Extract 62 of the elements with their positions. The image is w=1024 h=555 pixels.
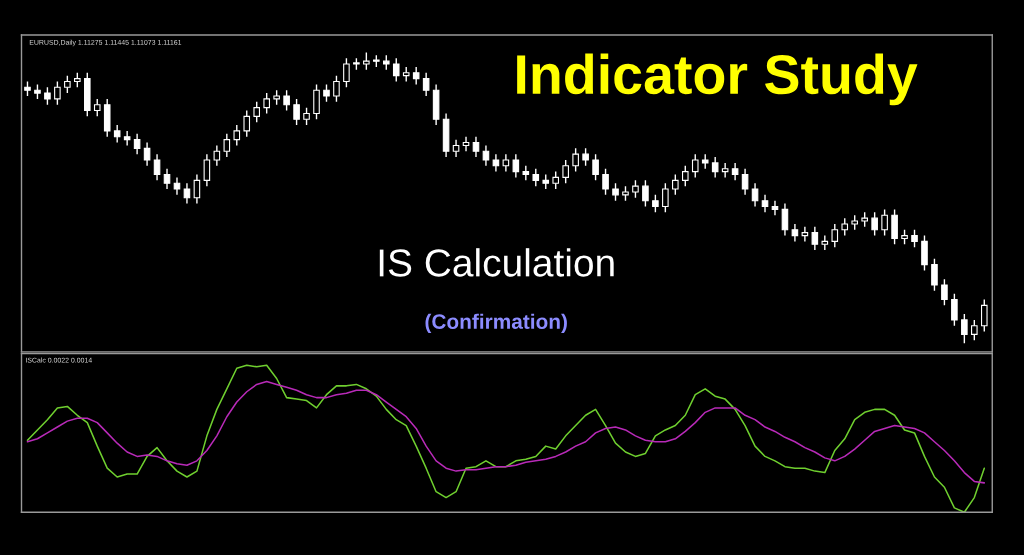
candlestick (721, 162, 729, 179)
candlestick (283, 89, 290, 112)
candlestick (871, 211, 878, 237)
candlestick (562, 159, 569, 184)
candlestick (642, 179, 649, 208)
candlestick (313, 83, 320, 120)
candlestick (691, 153, 699, 179)
candlestick (392, 57, 400, 83)
candlestick (153, 153, 161, 182)
candlestick (941, 278, 948, 307)
candlestick (602, 168, 609, 196)
chart-title: Indicator Study (517, 53, 918, 106)
candlestick (711, 156, 719, 179)
candlestick (233, 124, 241, 147)
candlestick (472, 136, 480, 158)
candlestick (263, 92, 270, 115)
candlestick (881, 208, 888, 237)
candlestick (751, 182, 759, 208)
candlestick (502, 153, 510, 173)
candlestick (143, 141, 151, 167)
candlestick (781, 202, 789, 237)
candlestick (921, 234, 928, 272)
candlestick (173, 176, 181, 196)
candlestick (592, 153, 599, 182)
candlestick (681, 165, 689, 187)
candlestick (482, 144, 490, 167)
candlestick (821, 234, 829, 251)
candlestick (811, 226, 819, 251)
candlestick (891, 208, 898, 245)
candlestick (771, 199, 779, 216)
candlestick (672, 173, 679, 196)
candlestick (951, 293, 958, 327)
candlestick (801, 226, 809, 243)
candlestick (293, 98, 300, 126)
candlestick (462, 136, 470, 152)
candlestick (831, 223, 839, 248)
candlestick (203, 153, 211, 187)
candlestick (422, 72, 430, 97)
candlestick (492, 153, 500, 173)
candlestick (522, 165, 530, 182)
candlestick (333, 74, 340, 103)
candlestick (213, 144, 221, 167)
candlestick (223, 133, 231, 158)
candlestick (54, 80, 61, 106)
annotation: (Confirmation) (425, 313, 567, 334)
candlestick (133, 133, 141, 155)
candlestick (572, 147, 579, 173)
candlestick (971, 319, 978, 341)
annotation: IS Calculation (379, 248, 614, 277)
candlestick (253, 101, 261, 123)
candlestick (741, 168, 749, 196)
candlestick (512, 153, 520, 179)
candlestick (961, 313, 968, 344)
candlestick (163, 168, 171, 190)
candlestick (123, 130, 131, 147)
candlestick (662, 182, 669, 214)
candlestick (931, 258, 938, 292)
candlestick (343, 57, 350, 88)
candlestick (183, 182, 191, 205)
candlestick (113, 124, 121, 144)
candlestick (243, 109, 251, 138)
candlestick (980, 298, 988, 333)
